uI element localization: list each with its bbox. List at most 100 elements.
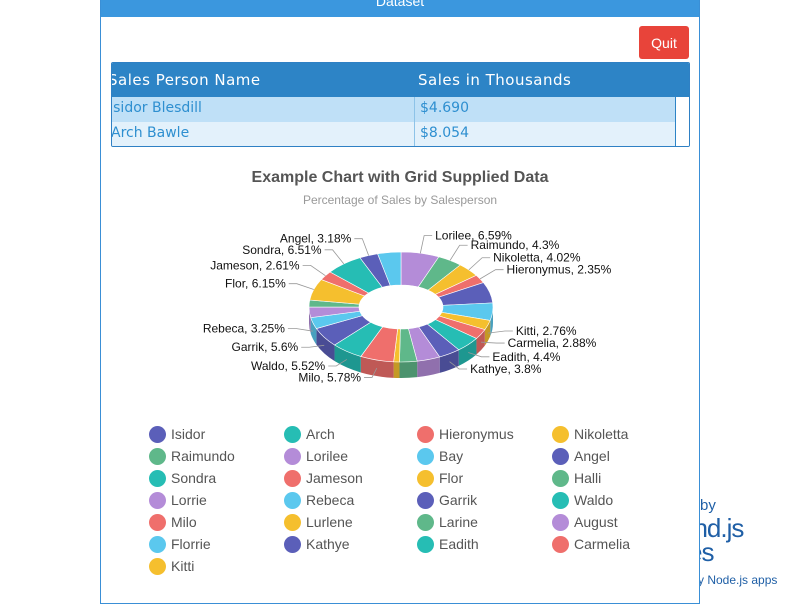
legend-label: Garrik xyxy=(439,492,477,508)
label-connector xyxy=(325,250,344,264)
dataset-dialog: Dataset Quit Sales Person Name Sales in … xyxy=(100,0,700,604)
legend-label: Bay xyxy=(439,448,463,464)
legend-marker xyxy=(284,492,301,509)
legend-label: Hieronymus xyxy=(439,426,514,442)
quit-button[interactable]: Quit xyxy=(639,26,689,59)
data-label: Waldo, 5.52% xyxy=(251,359,326,373)
legend-marker xyxy=(552,536,569,553)
legend-item-carmelia[interactable]: Carmelia xyxy=(552,533,630,555)
legend-marker xyxy=(149,448,166,465)
legend-label: Arch xyxy=(306,426,335,442)
legend-item-isidor[interactable]: Isidor xyxy=(149,423,205,445)
legend-label: Jameson xyxy=(306,470,363,486)
legend-item-angel[interactable]: Angel xyxy=(552,445,610,467)
chart-subtitle: Percentage of Sales by Salesperson xyxy=(101,193,699,207)
data-label: Carmelia, 2.88% xyxy=(508,336,597,350)
legend-item-flor[interactable]: Flor xyxy=(417,467,463,489)
legend-item-rebeca[interactable]: Rebeca xyxy=(284,489,354,511)
legend-label: Halli xyxy=(574,470,601,486)
legend-label: Florrie xyxy=(171,536,211,552)
label-connector xyxy=(480,270,503,279)
legend-item-larine[interactable]: Larine xyxy=(417,511,478,533)
legend-label: Eadith xyxy=(439,536,479,552)
data-label: Rebeca, 3.25% xyxy=(203,322,285,336)
legend-label: Angel xyxy=(574,448,610,464)
data-label: Angel, 3.18% xyxy=(280,232,352,246)
pie-slice-side xyxy=(394,362,400,378)
legend-marker xyxy=(149,514,166,531)
legend-marker xyxy=(417,448,434,465)
label-connector xyxy=(288,329,313,332)
legend-item-garrik[interactable]: Garrik xyxy=(417,489,477,511)
legend-label: Lorilee xyxy=(306,448,348,464)
legend-label: Carmelia xyxy=(574,536,630,552)
legend-item-nikoletta[interactable]: Nikoletta xyxy=(552,423,628,445)
pie-chart: Lorilee, 6.59%Raimundo, 4.3%Nikoletta, 4… xyxy=(101,207,699,422)
column-header-sales[interactable]: Sales in Thousands xyxy=(418,71,571,89)
legend-marker xyxy=(149,470,166,487)
legend-label: August xyxy=(574,514,618,530)
chart-title: Example Chart with Grid Supplied Data xyxy=(101,169,699,187)
legend-marker xyxy=(552,448,569,465)
legend-label: Rebeca xyxy=(306,492,354,508)
background-brand: by und.js es y Node.js apps xyxy=(700,497,800,600)
legend-label: Nikoletta xyxy=(574,426,628,442)
data-label: Jameson, 2.61% xyxy=(210,258,300,272)
legend-label: Flor xyxy=(439,470,463,486)
table-row[interactable]: Isidor Blesdill $4.690 xyxy=(112,97,675,122)
legend-marker xyxy=(417,426,434,443)
legend-item-hieronymus[interactable]: Hieronymus xyxy=(417,423,514,445)
legend-marker xyxy=(552,492,569,509)
label-connector xyxy=(354,239,368,256)
column-divider xyxy=(414,97,415,146)
brand-subtitle: y Node.js apps xyxy=(700,573,777,587)
legend-label: Isidor xyxy=(171,426,205,442)
brand-logo-text-2: es xyxy=(700,537,713,568)
grid-header: Sales Person Name Sales in Thousands xyxy=(112,63,689,97)
legend-item-august[interactable]: August xyxy=(552,511,618,533)
label-connector xyxy=(303,265,326,275)
legend-item-milo[interactable]: Milo xyxy=(149,511,197,533)
column-header-name[interactable]: Sales Person Name xyxy=(111,71,261,89)
legend-label: Kitti xyxy=(171,558,194,574)
legend-label: Milo xyxy=(171,514,197,530)
legend-item-sondra[interactable]: Sondra xyxy=(149,467,216,489)
legend-marker xyxy=(417,536,434,553)
legend-item-kitti[interactable]: Kitti xyxy=(149,555,194,577)
table-row[interactable]: Arch Bawle $8.054 xyxy=(112,122,675,147)
legend-label: Lurlene xyxy=(306,514,353,530)
legend-item-arch[interactable]: Arch xyxy=(284,423,335,445)
legend-marker xyxy=(284,426,301,443)
legend-label: Sondra xyxy=(171,470,216,486)
data-label: Garrik, 5.6% xyxy=(232,340,299,354)
legend-marker xyxy=(552,470,569,487)
legend-item-waldo[interactable]: Waldo xyxy=(552,489,613,511)
label-connector xyxy=(469,258,490,270)
legend-item-florrie[interactable]: Florrie xyxy=(149,533,211,555)
grid-scrollbar[interactable] xyxy=(675,97,690,146)
legend-label: Larine xyxy=(439,514,478,530)
data-label: Hieronymus, 2.35% xyxy=(507,263,612,277)
legend-item-jameson[interactable]: Jameson xyxy=(284,467,363,489)
cell-name: Isidor Blesdill xyxy=(111,100,202,116)
label-connector xyxy=(289,284,314,290)
legend-item-halli[interactable]: Halli xyxy=(552,467,601,489)
legend-item-eadith[interactable]: Eadith xyxy=(417,533,479,555)
legend-marker xyxy=(284,448,301,465)
legend-item-bay[interactable]: Bay xyxy=(417,445,463,467)
legend-marker xyxy=(552,514,569,531)
legend-item-lurlene[interactable]: Lurlene xyxy=(284,511,353,533)
label-connector xyxy=(420,236,432,254)
legend-marker xyxy=(417,492,434,509)
data-label: Kathye, 3.8% xyxy=(470,362,542,376)
legend-item-lorrie[interactable]: Lorrie xyxy=(149,489,207,511)
legend-marker xyxy=(149,492,166,509)
legend-label: Kathye xyxy=(306,536,350,552)
legend-marker xyxy=(284,514,301,531)
legend-item-kathye[interactable]: Kathye xyxy=(284,533,350,555)
legend-item-raimundo[interactable]: Raimundo xyxy=(149,445,235,467)
cell-sales: $8.054 xyxy=(420,125,469,141)
brand-by-text: by xyxy=(700,497,716,514)
dialog-header[interactable]: Dataset xyxy=(101,0,699,17)
legend-item-lorilee[interactable]: Lorilee xyxy=(284,445,348,467)
